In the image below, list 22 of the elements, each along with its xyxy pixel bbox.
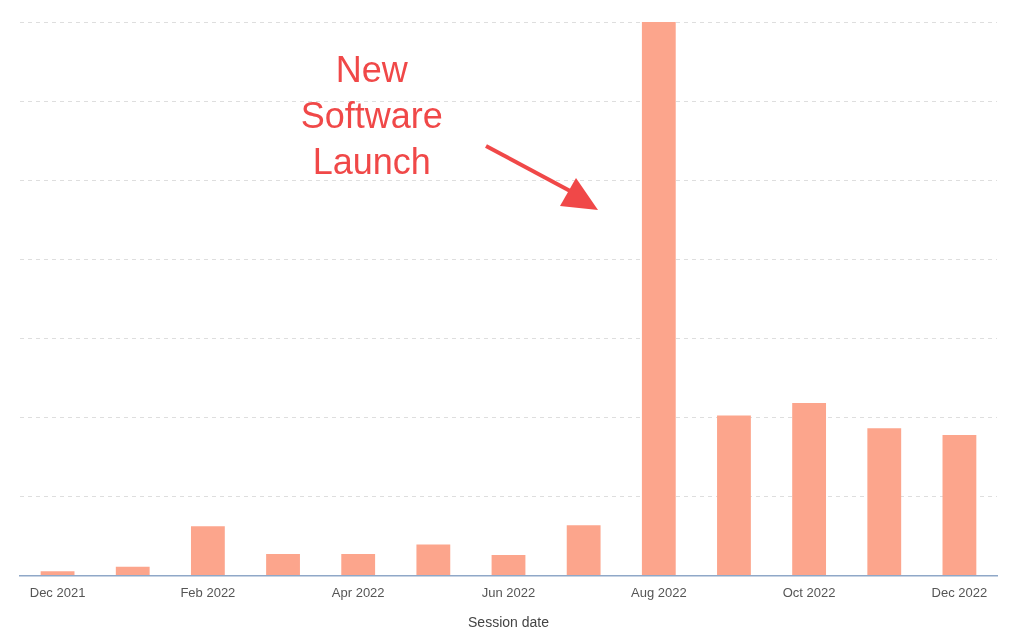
- bar: [566, 525, 601, 576]
- annotation: New Software Launch: [300, 48, 443, 182]
- bar: [792, 402, 827, 576]
- x-tick-label: Dec 2021: [29, 584, 86, 600]
- bar: [40, 571, 75, 576]
- x-tick-label: Feb 2022: [180, 584, 236, 600]
- x-axis-title: Session date: [468, 614, 550, 631]
- bar: [416, 544, 451, 576]
- x-tick-label: Aug 2022: [630, 584, 687, 600]
- bar: [641, 22, 676, 576]
- bar: [942, 434, 977, 576]
- x-tick-label: Dec 2022: [931, 584, 988, 600]
- bar: [190, 526, 225, 576]
- bar: [867, 428, 902, 576]
- bar: [341, 554, 376, 576]
- x-tick-label: Apr 2022: [331, 584, 385, 600]
- bar: [115, 566, 150, 576]
- bar: [491, 555, 526, 576]
- bar: [266, 554, 300, 576]
- x-tick-label: Oct 2022: [782, 584, 836, 600]
- x-tick-label: Jun 2022: [481, 584, 536, 600]
- bar: [717, 415, 751, 576]
